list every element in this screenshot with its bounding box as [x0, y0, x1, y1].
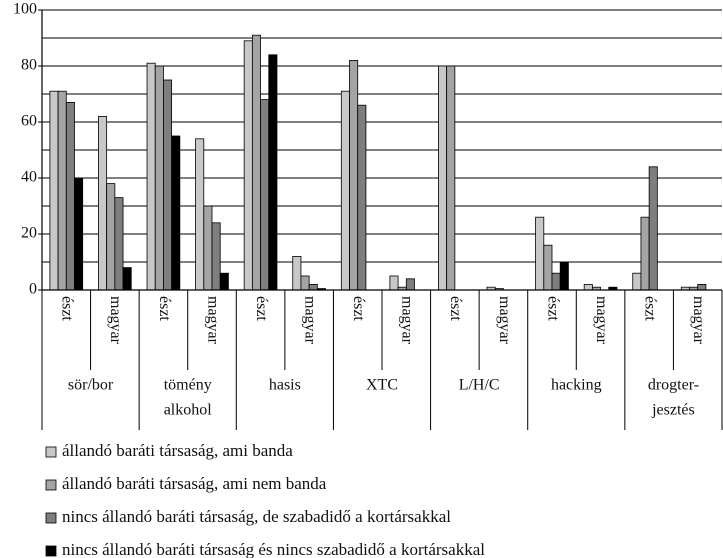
bar — [648, 166, 658, 291]
x-tick-label: észt — [350, 296, 367, 321]
bar — [300, 275, 310, 291]
bar — [65, 102, 75, 291]
x-tick-label: magyar — [204, 296, 221, 345]
bar — [146, 62, 156, 291]
group-label: tömény — [164, 377, 212, 394]
bar — [57, 90, 67, 291]
bar — [195, 138, 205, 291]
bar — [260, 99, 270, 291]
bar — [640, 216, 650, 291]
bar — [389, 275, 399, 291]
bar — [114, 197, 124, 291]
x-tick-label: magyar — [690, 296, 707, 345]
bar — [551, 272, 561, 291]
y-tick-label: 100 — [13, 1, 37, 18]
bar — [243, 40, 253, 291]
bar — [268, 54, 278, 291]
x-tick-label: magyar — [301, 296, 318, 345]
bar — [154, 65, 164, 291]
bar — [349, 60, 359, 291]
bar — [292, 255, 302, 291]
x-tick-label: magyar — [399, 296, 416, 345]
x-tick-label: észt — [253, 296, 270, 321]
bar — [583, 283, 593, 291]
group-label: L/H/C — [459, 377, 500, 394]
x-tick-label: észt — [59, 296, 76, 321]
x-tick-label: észt — [447, 296, 464, 321]
legend-swatch — [45, 479, 57, 491]
group-label: sör/bor — [68, 377, 114, 394]
y-tick-label: 80 — [21, 57, 37, 74]
x-tick-label: magyar — [593, 296, 610, 345]
legend-label: állandó baráti társaság, ami banda — [62, 441, 293, 460]
group-label: jesztés — [651, 402, 695, 419]
bar — [74, 177, 84, 291]
bar — [697, 283, 707, 291]
bar — [559, 261, 569, 291]
bar — [632, 272, 642, 291]
bar — [405, 278, 415, 291]
bar — [203, 205, 213, 291]
bar — [171, 135, 181, 291]
x-tick-label: észt — [544, 296, 561, 321]
y-tick-label: 0 — [29, 281, 37, 298]
bar — [106, 183, 116, 291]
x-tick-label: észt — [641, 296, 658, 321]
bar — [98, 116, 108, 291]
legend-label: állandó baráti társaság, ami nem banda — [62, 474, 327, 493]
legend-swatch — [45, 446, 57, 458]
legend-label: nincs állandó baráti társaság, de szabad… — [62, 507, 451, 526]
bar — [163, 79, 173, 291]
bar — [543, 244, 553, 291]
bar — [438, 65, 448, 291]
group-label: XTC — [366, 377, 398, 394]
x-tick-label: magyar — [496, 296, 513, 345]
bar — [49, 90, 59, 291]
group-label: hasis — [269, 377, 301, 394]
group-label: alkohol — [164, 402, 213, 419]
bar — [446, 65, 456, 291]
bar — [219, 272, 229, 291]
x-tick-label: észt — [156, 296, 173, 321]
bar — [535, 216, 545, 291]
legend-swatch — [45, 512, 57, 524]
x-tick-label: magyar — [107, 296, 124, 345]
y-tick-label: 40 — [21, 169, 37, 186]
legend-swatch — [45, 545, 57, 557]
group-label: hacking — [551, 377, 602, 394]
legend-label: nincs állandó baráti társaság és nincs s… — [62, 540, 485, 558]
y-tick-label: 20 — [21, 225, 37, 242]
y-tick-label: 60 — [21, 113, 37, 130]
bar — [251, 34, 261, 291]
bar — [122, 267, 132, 291]
group-label: drogter- — [648, 377, 699, 394]
bar — [357, 104, 367, 291]
bar — [308, 283, 318, 291]
bar — [211, 222, 221, 291]
bar — [340, 90, 350, 291]
